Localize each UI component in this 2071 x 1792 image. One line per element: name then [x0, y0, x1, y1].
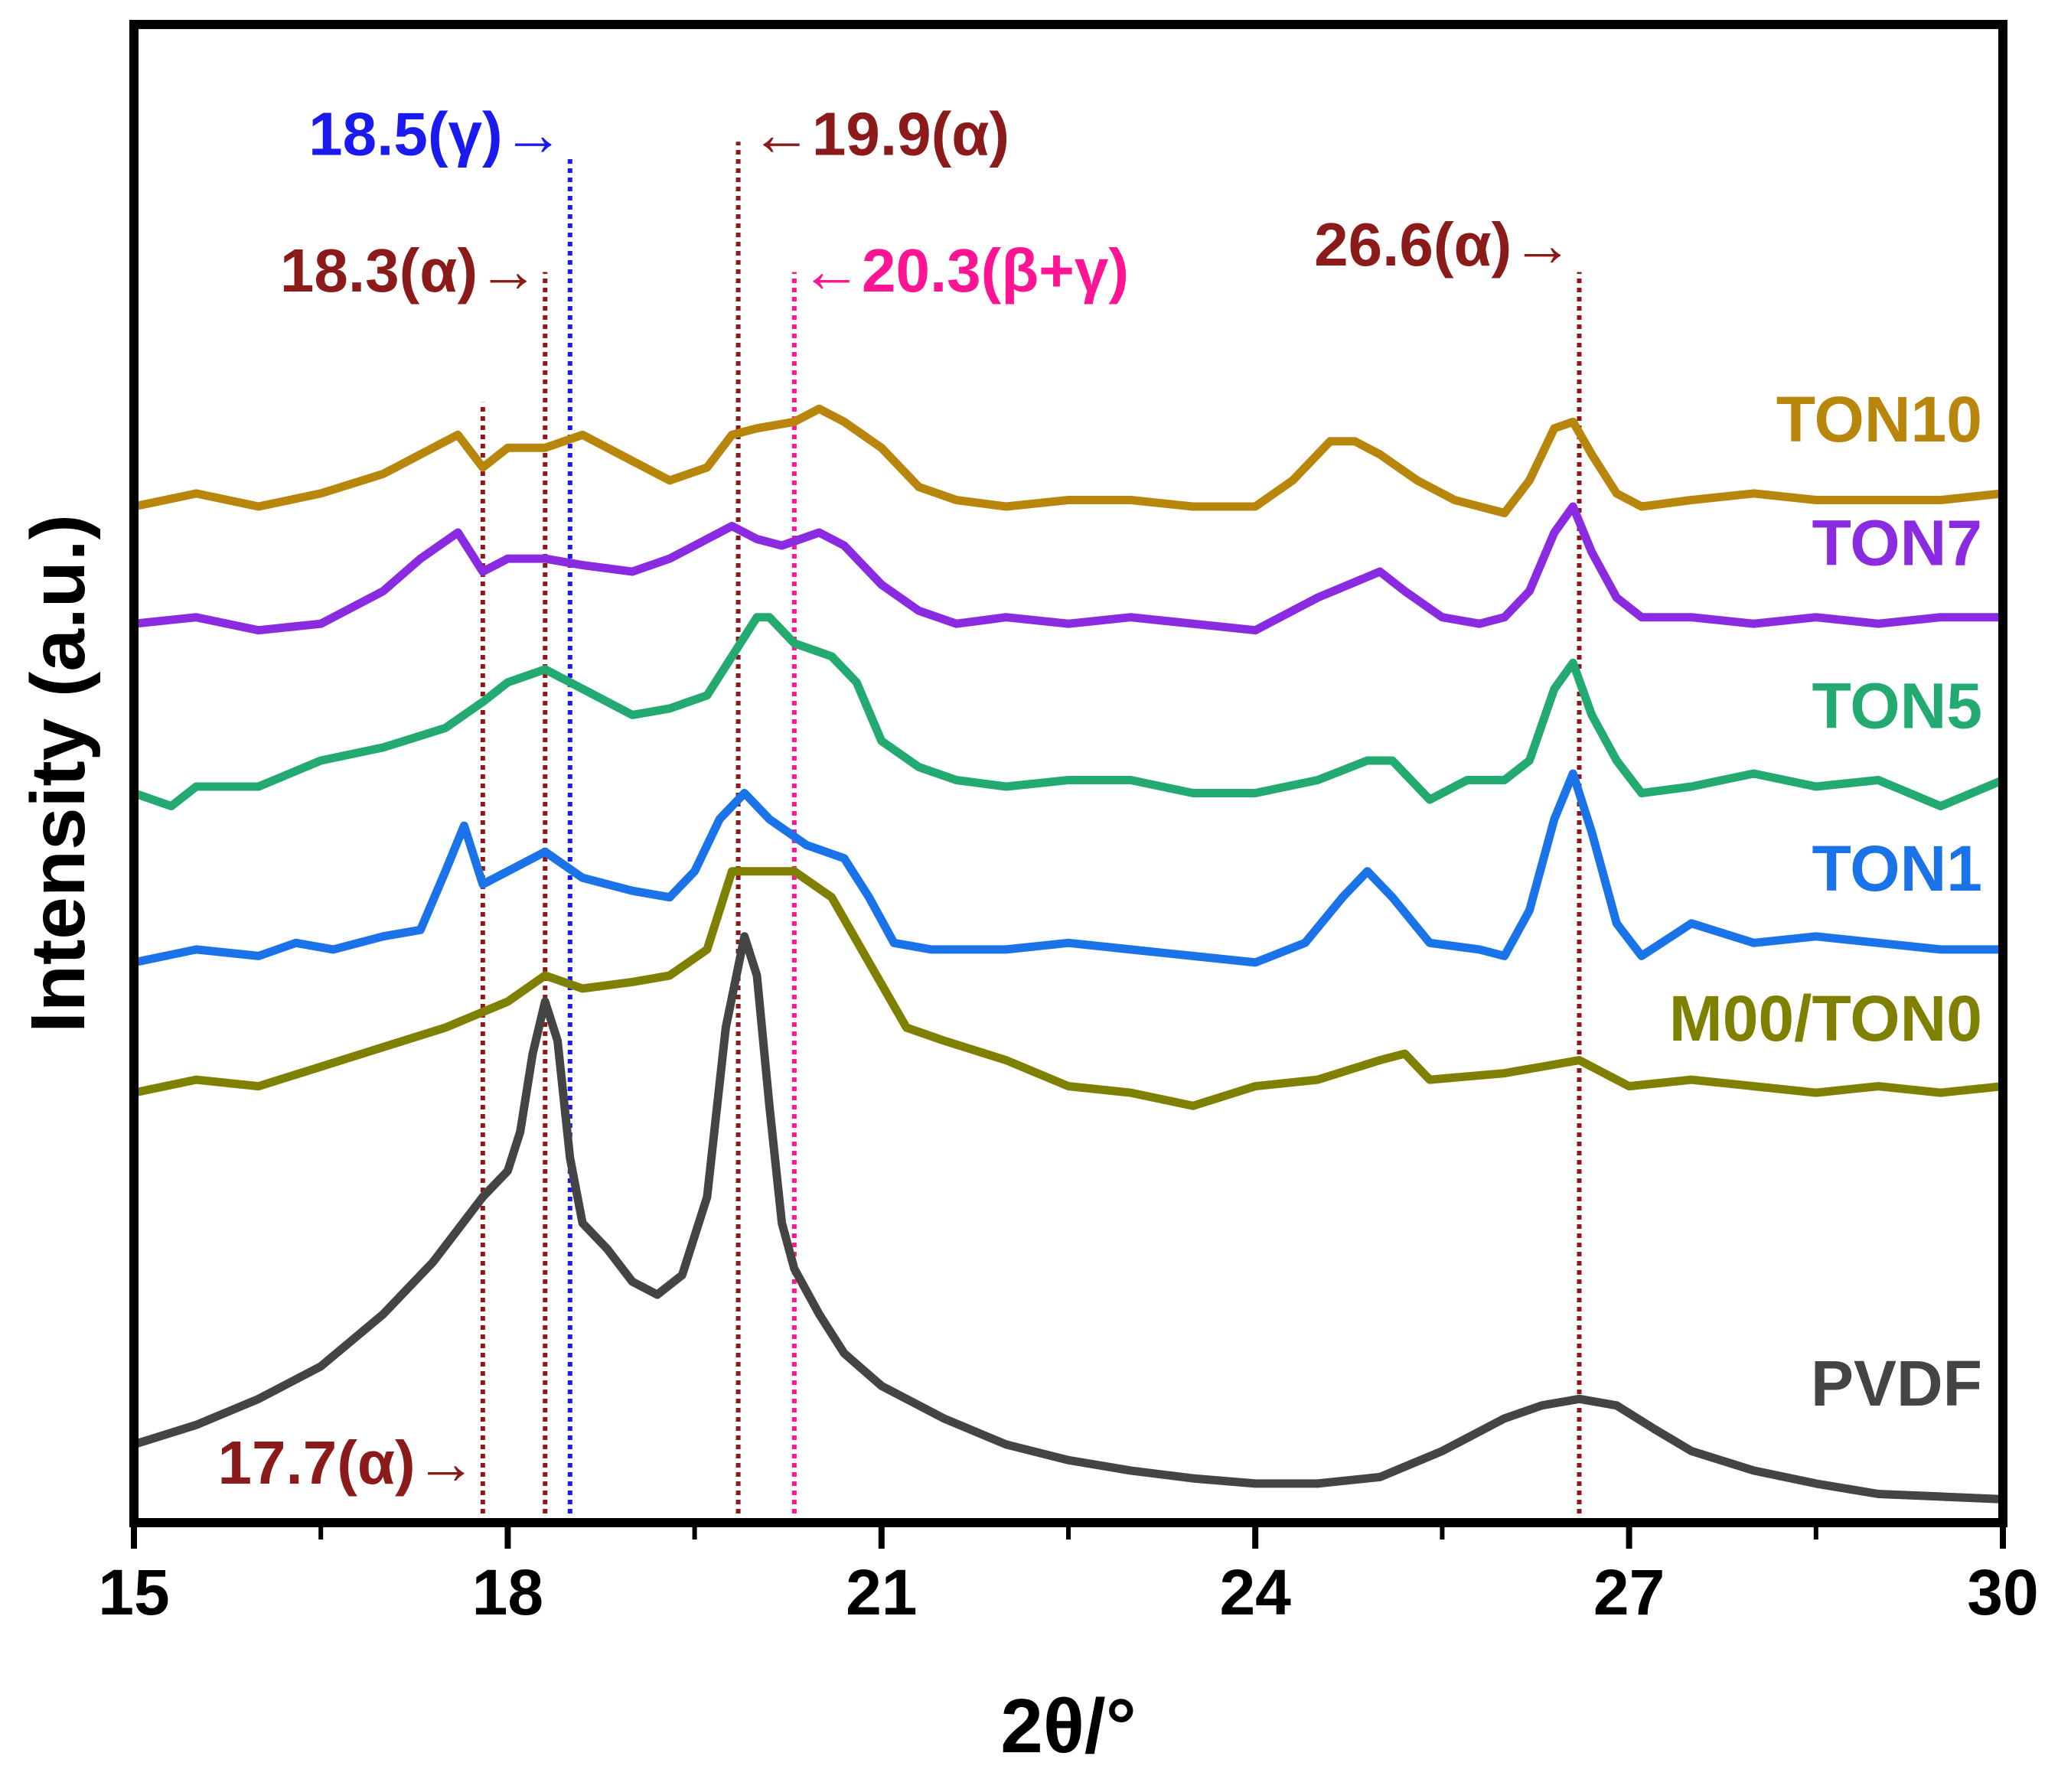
series-line-ton1	[129, 769, 2007, 967]
x-tick-label-21: 21	[846, 1556, 917, 1628]
series-line-pvdf	[129, 932, 2007, 1504]
series-label-ton7: TON7	[1812, 507, 1982, 579]
x-tick-label-15: 15	[98, 1556, 169, 1628]
series-labels: TON10 TON7 TON5 TON1 M00/TON0 PVDF	[1669, 383, 1982, 1419]
series-label-ton1: TON1	[1812, 832, 1982, 904]
peak-annotation-6: 17.7(α)→	[218, 1429, 477, 1497]
y-axis-title: Intensity (a.u.)	[15, 514, 101, 1033]
peak-annotation-3: 18.3(α)→	[280, 236, 539, 305]
x-tick-label-30: 30	[1967, 1556, 2038, 1628]
reference-lines	[480, 142, 1582, 1523]
peak-annotation-4: ←20.3(β+γ)	[801, 236, 1129, 305]
x-axis-title: 2θ/°	[1000, 1683, 1136, 1769]
series-line-m00-ton0	[129, 867, 2007, 1110]
series-lines	[129, 404, 2007, 1504]
series-label-ton5: TON5	[1812, 670, 1982, 741]
annotations: 18.5(γ)→ ←19.9(α) 18.3(α)→ ←20.3(β+γ) 26.6(α…	[218, 99, 1574, 1497]
series-line-ton5	[129, 613, 2007, 811]
peak-annotation-2: ←19.9(α)	[751, 99, 1009, 168]
series-label-pvdf: PVDF	[1811, 1347, 1982, 1419]
series-line-ton10	[129, 404, 2007, 517]
peak-annotation-5: 26.6(α)→	[1314, 210, 1573, 279]
x-axis: 15 18 21 24 27 30	[98, 1527, 2039, 1628]
series-label-m00-ton0: M00/TON0	[1669, 982, 1982, 1054]
plot-frame	[129, 20, 2007, 1527]
x-tick-label-24: 24	[1219, 1556, 1291, 1628]
series-label-ton10: TON10	[1776, 383, 1982, 455]
x-tick-label-18: 18	[472, 1556, 543, 1628]
x-tick-label-27: 27	[1593, 1556, 1665, 1628]
series-line-ton7	[129, 502, 2007, 635]
peak-annotation-1: 18.5(γ)→	[308, 99, 563, 168]
